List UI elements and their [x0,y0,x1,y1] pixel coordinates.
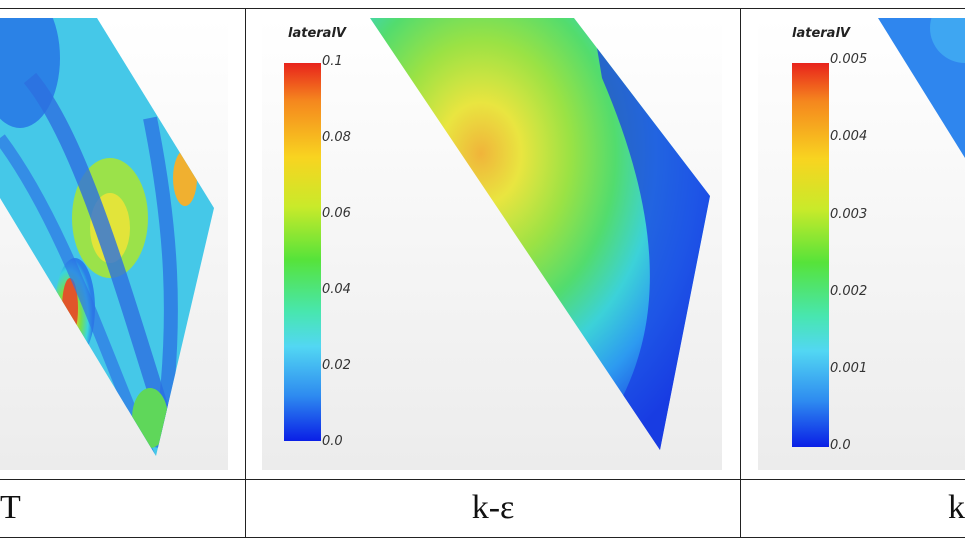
column-separator-1 [245,8,246,537]
contour-plot-right [878,18,965,158]
colorbar-middle [284,63,321,441]
table-bottom-border [0,537,965,538]
tick-middle-1: 0.08 [322,130,351,145]
tick-middle-2: 0.06 [322,206,351,221]
tick-right-0: 0.005 [830,52,868,67]
contour-panel-right: lateralV 0.005 0.004 0.003 0.002 0.001 0… [758,18,965,470]
colorbar-right [792,63,829,447]
caption-left: T [0,489,21,526]
tick-right-1: 0.004 [830,129,868,144]
tick-right-2: 0.003 [830,207,868,222]
tick-middle-3: 0.04 [322,282,351,297]
contour-panel-middle: lateralV 0.1 0.08 0.06 0.04 0.02 0.0 [262,18,722,470]
tick-right-5: 0.0 [830,438,851,453]
contour-plot-middle [370,18,710,450]
caption-right: k [948,489,965,526]
table-divider [0,479,965,480]
contour-plot-left [0,18,214,456]
tick-right-4: 0.001 [830,361,868,376]
tick-middle-0: 0.1 [322,54,343,69]
tick-right-3: 0.002 [830,284,868,299]
caption-middle: k-ε [471,489,515,526]
contour-panel-left [0,18,228,470]
legend-title-right: lateralV [792,26,850,41]
legend-title-middle: lateralV [288,26,346,41]
column-separator-2 [740,8,741,537]
tick-middle-4: 0.02 [322,358,351,373]
tick-middle-5: 0.0 [322,434,343,449]
table-top-border [0,8,965,9]
